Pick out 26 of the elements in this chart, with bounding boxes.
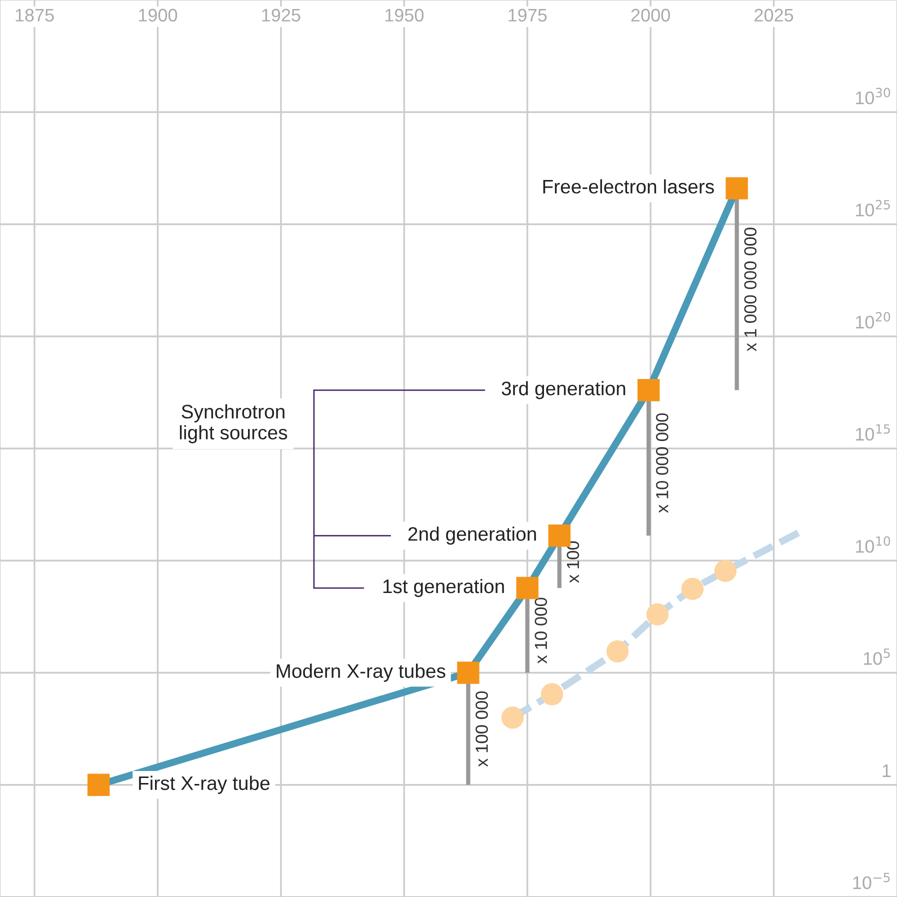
annotation: 1st generation (383, 578, 504, 598)
annotation: 2nd generation (408, 526, 536, 545)
y-tick-label: 10$^{30}$ (856, 88, 890, 104)
text: x 100 000 (476, 691, 488, 767)
x-tick-label: 1925 (262, 8, 300, 22)
annotation: 3rd generation (502, 381, 626, 400)
annotation: Synchrotron light sources (180, 404, 288, 444)
text: x 10 000 000 (656, 413, 668, 513)
x-tick-label: 2025 (754, 8, 794, 22)
y-tick-label: 10$^{15}$ (856, 424, 890, 441)
y-tick-label: 10$^{10}$ (856, 536, 890, 553)
x-tick-label: 2000 (631, 8, 670, 22)
annotation: First X-ray tube (139, 776, 270, 794)
annotation: Modern X-ray tubes (276, 664, 446, 682)
y-tick-label: 10$^{25}$ (856, 200, 890, 216)
y-tick-label: 1 (882, 764, 891, 777)
text: x 10 000 (534, 598, 548, 664)
x-tick-label: 1900 (139, 8, 178, 22)
x-tick-label: 1875 (16, 8, 54, 22)
x-tick-label: 1950 (385, 8, 424, 22)
y-tick-label: 10$^{5}$ (864, 648, 890, 665)
x-tick-label: 1975 (508, 8, 547, 22)
text: x 1 000 000 000 (744, 228, 757, 352)
y-tick-label: 10$^{20}$ (856, 312, 890, 328)
annotation: Free-electron lasers (543, 179, 714, 194)
y-tick-label: 10$^{−5}$ (853, 872, 890, 890)
